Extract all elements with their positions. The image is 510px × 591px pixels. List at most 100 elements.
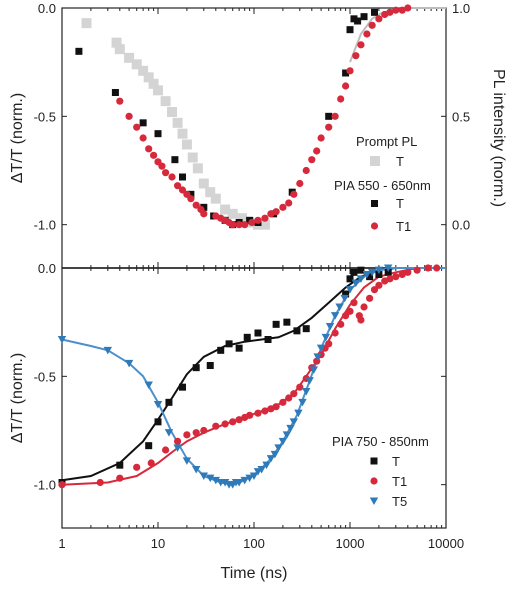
pia750-T-point — [350, 268, 358, 276]
pia550-T1-point — [302, 166, 310, 175]
pia750-T1-point — [200, 426, 208, 435]
pia750-T5-point — [302, 388, 311, 396]
pia550-T-point — [346, 26, 354, 34]
pia550-T1-point — [290, 190, 298, 198]
top-panel: 0.0 -0.5 -1.0 1.0 0.5 0.0 ΔT/T (norm.) PL inten… — [9, 1, 507, 269]
legend-pia750-T1-marker — [370, 477, 378, 485]
pia750-T-point — [366, 273, 374, 281]
prompt-pl-T-point — [259, 219, 270, 230]
bottom-xtick-label: 100 — [243, 536, 265, 551]
pia550-T1-point — [261, 214, 269, 222]
pia750-T5-point — [330, 312, 340, 320]
pia750-T5-point — [351, 279, 361, 288]
pia750-T5-point — [245, 474, 254, 483]
pia750-T-point — [206, 362, 214, 369]
legend-pia750-T5-marker — [369, 497, 379, 505]
prompt-pl-T-point — [220, 204, 231, 215]
pia550-T1-point — [158, 162, 166, 170]
pia750-T-point — [116, 461, 124, 469]
pia750-T5-point — [305, 377, 314, 385]
legend-prompt-pl-T-label: T — [396, 154, 404, 169]
prompt-pl-T-point — [205, 187, 216, 198]
prompt-pl-T-point — [153, 85, 163, 96]
pia750-T1-point — [325, 340, 333, 348]
legend-pia550-T1-marker — [370, 222, 379, 230]
pia750-T5-point — [335, 303, 344, 311]
pia750-T1-point — [386, 275, 394, 283]
pia550-T1-point — [116, 97, 124, 105]
pia750-T1-point — [350, 299, 358, 307]
top-left-ytick-label: -0.5 — [34, 109, 56, 124]
bottom-fit-line-T1 — [61, 267, 446, 486]
pia750-T-point — [192, 364, 200, 372]
pia550-T1-point — [248, 218, 256, 227]
pia550-T1-point — [325, 123, 333, 131]
pia750-T5-point — [278, 437, 288, 446]
pia550-T1-point — [125, 112, 133, 120]
pia550-T-point — [325, 112, 333, 120]
pia550-T-point — [139, 119, 147, 127]
pia750-T5-point — [298, 398, 307, 407]
bottom-panel: 0.0 -0.5 -1.0 1 10 100 1000 10000 ΔT/T (norm.) Ti… — [9, 261, 464, 582]
pia750-T1-point — [346, 307, 354, 315]
bottom-ytick-label: 0.0 — [38, 261, 56, 276]
pia750-T1-point — [404, 268, 412, 276]
pia750-T1-point — [331, 329, 339, 337]
pia750-T1-point — [433, 264, 441, 272]
legend-pia750-title: PIA 750 - 850nm — [332, 434, 429, 449]
pia750-T1-point — [296, 383, 304, 391]
pia750-T5-point — [57, 336, 67, 344]
prompt-pl-T-point — [237, 213, 248, 224]
pia750-T1-point — [173, 437, 182, 445]
pia750-T1-point — [337, 320, 345, 328]
pia750-T5-point — [182, 457, 192, 465]
pia750-T1-point — [360, 303, 368, 311]
pia750-T1-point — [342, 312, 350, 320]
prompt-pl-T-point — [198, 178, 209, 189]
pia750-T-point — [154, 418, 162, 426]
pia750-T1-point — [272, 403, 280, 411]
pia550-T1-point — [308, 156, 316, 164]
pia750-T1-point — [235, 416, 243, 424]
pia550-T1-point — [342, 82, 350, 90]
bottom-fit-line-T5 — [61, 267, 446, 486]
bottom-plot-frame — [61, 267, 447, 529]
bottom-fit-line-T — [61, 267, 446, 482]
pia750-T5-point — [309, 366, 319, 374]
legend-prompt-pl-T-marker — [370, 156, 380, 166]
legend-pia550-T1-label: T1 — [396, 219, 411, 234]
pia550-T-point — [371, 8, 379, 16]
legend-pia750-T1-label: T1 — [392, 474, 407, 489]
pia750-T-point — [384, 268, 392, 276]
pia750-T1-point — [365, 294, 374, 302]
pia550-T1-point — [229, 221, 237, 229]
pia750-T5-point — [211, 476, 220, 485]
pia550-T1-point — [139, 134, 147, 142]
pia750-T1-point — [392, 273, 400, 281]
pia750-T5-point — [282, 431, 292, 439]
prompt-pl-T-point — [227, 208, 238, 219]
pia550-T-point — [187, 190, 195, 198]
pia750-T5-point — [362, 271, 372, 279]
legend-pia750-T5-label: T5 — [392, 494, 407, 509]
pia550-T1-point — [352, 52, 360, 60]
pia750-T-point — [357, 266, 365, 274]
pia750-T5-point — [220, 479, 230, 487]
pia550-T-point — [200, 203, 208, 211]
pia750-T-point — [375, 271, 383, 278]
pia550-T1-point — [296, 179, 304, 188]
pia750-T5-point — [206, 474, 215, 483]
top-ylabel: ΔT/T (norm.) — [9, 93, 26, 183]
pia750-T5-point — [199, 472, 209, 480]
pia750-T1-point — [285, 394, 293, 402]
prompt-pl-T-point — [148, 78, 159, 89]
pia750-T5-point — [240, 476, 249, 485]
pia750-T5-point — [249, 472, 259, 480]
pia750-T1-point — [192, 429, 200, 437]
pia550-T1-point — [375, 15, 383, 23]
pia750-T-point — [302, 325, 310, 333]
pia750-T5-point — [286, 424, 295, 433]
pia550-T1-point — [187, 195, 195, 203]
pia550-T1-point — [313, 147, 321, 155]
